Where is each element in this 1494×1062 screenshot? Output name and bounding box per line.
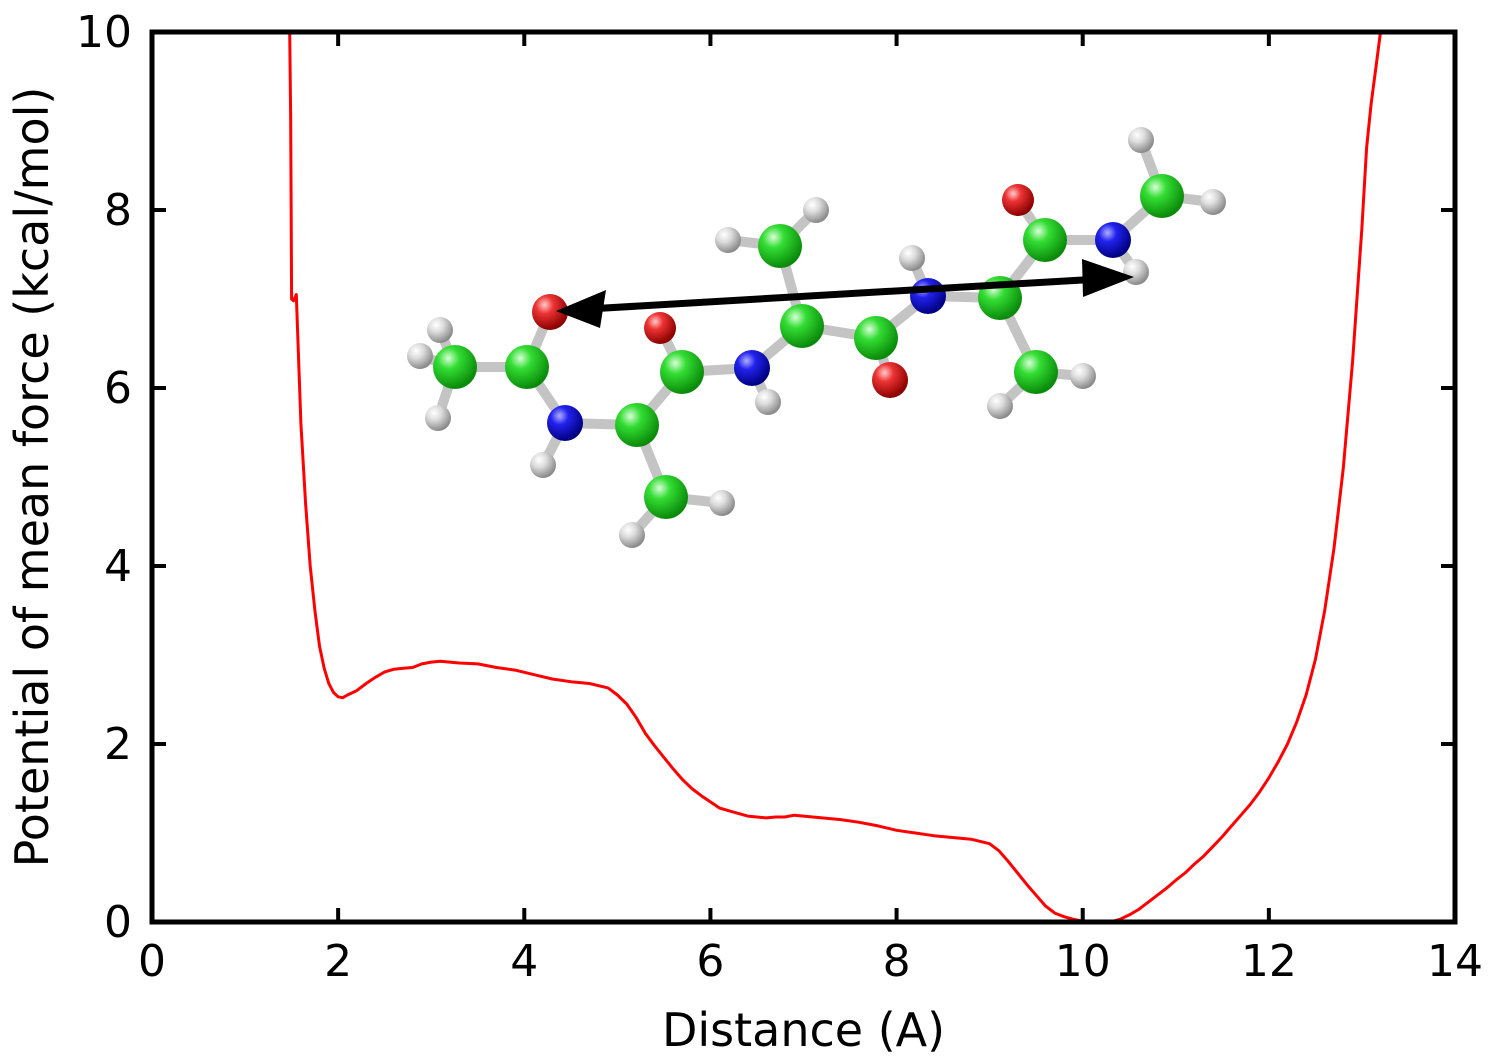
y-axis-title: Potential of mean force (kcal/mol): [5, 87, 59, 868]
y-tick-label: 10: [76, 7, 132, 58]
x-tick-label: 6: [696, 936, 724, 987]
x-axis: 0 2 4 6 8 10 12 14: [138, 32, 1483, 987]
x-tick-label: 8: [883, 936, 911, 987]
x-axis-title: Distance (A): [662, 1003, 945, 1057]
x-tick-label: 10: [1055, 936, 1111, 987]
molecule-inset: [407, 127, 1226, 548]
y-axis: 0 2 4 6 8 10: [76, 7, 1455, 948]
y-tick-label: 2: [104, 719, 132, 770]
x-tick-label: 12: [1241, 936, 1297, 987]
x-tick-label: 2: [324, 936, 352, 987]
x-tick-label: 0: [138, 936, 166, 987]
x-tick-label: 14: [1427, 936, 1483, 987]
plot-series: [288, 31, 1382, 924]
pmf-curve: [288, 31, 1382, 924]
y-tick-label: 6: [104, 363, 132, 414]
y-tick-label: 8: [104, 185, 132, 236]
y-tick-label: 4: [104, 541, 132, 592]
plot-frame: [149, 29, 1458, 925]
distance-arrow: [556, 259, 1134, 328]
x-tick-label: 4: [510, 936, 538, 987]
molecule-atoms: [407, 127, 1226, 548]
y-tick-label: 0: [104, 897, 132, 948]
